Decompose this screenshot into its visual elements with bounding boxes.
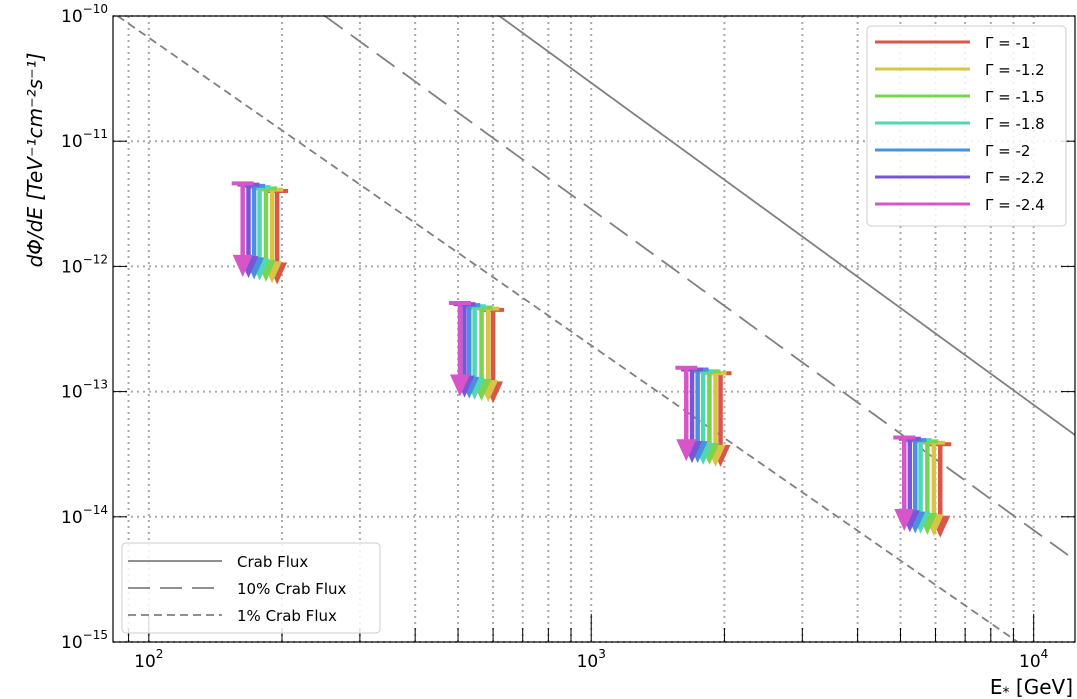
y-tick-labels: 10−10 10−11 10−12 10−13 10−14 10−15: [61, 2, 108, 653]
y-tick-label: 10−10: [61, 2, 108, 27]
upper-limit-head: [449, 374, 470, 397]
legend-label: Γ = -1.2: [985, 61, 1045, 79]
legend-label: Γ = -1.5: [985, 88, 1045, 106]
upper-limit-head: [894, 509, 915, 532]
upper-limit-arrows: [231, 181, 952, 538]
reference-line: [498, 16, 1075, 436]
legend-label: Γ = -2.2: [985, 169, 1045, 187]
legend-gamma: Γ = -1 Γ = -1.2 Γ = -1.5 Γ = -1.8 Γ = -2 Γ = …: [866, 25, 1067, 227]
upper-limit-arrow: [231, 181, 254, 277]
legend-label: Γ = -1: [985, 34, 1030, 52]
x-tick-label: 104: [1019, 647, 1048, 672]
upper-limit-head: [676, 439, 697, 462]
x-axis-title: E* [GeV]: [990, 675, 1073, 699]
x-tick-label: 102: [134, 647, 163, 672]
x-tick-label: 103: [577, 647, 606, 672]
y-axis-title: dΦ/dE [TeV⁻¹cm⁻²s⁻¹]: [23, 53, 47, 268]
upper-limit-arrow: [448, 301, 471, 397]
legend-crab: Crab Flux 10% Crab Flux 1% Crab Flux: [121, 542, 381, 634]
reference-lines: [117, 16, 1075, 642]
y-tick-label: 10−15: [61, 628, 108, 653]
reference-line: [117, 16, 1019, 642]
plot-frame: [112, 15, 1076, 643]
y-tick-label: 10−13: [61, 378, 108, 403]
legend-box: [121, 542, 381, 634]
upper-limit-head: [232, 254, 253, 277]
legend-label: Γ = -2.4: [985, 196, 1045, 214]
legend-label: 10% Crab Flux: [237, 580, 347, 598]
legend-label: Γ = -2: [985, 142, 1030, 160]
upper-limit-arrow: [893, 435, 916, 532]
y-tick-label: 10−14: [61, 503, 108, 528]
x-tick-labels: 102 103 104: [134, 647, 1048, 672]
legend-label: Crab Flux: [237, 553, 308, 571]
reference-line: [324, 16, 1075, 561]
upper-limit-arrow: [675, 365, 698, 462]
legend-label: Γ = -1.8: [985, 115, 1045, 133]
y-tick-label: 10−12: [61, 252, 108, 277]
legend-label: 1% Crab Flux: [237, 607, 337, 625]
y-tick-label: 10−11: [61, 127, 108, 152]
